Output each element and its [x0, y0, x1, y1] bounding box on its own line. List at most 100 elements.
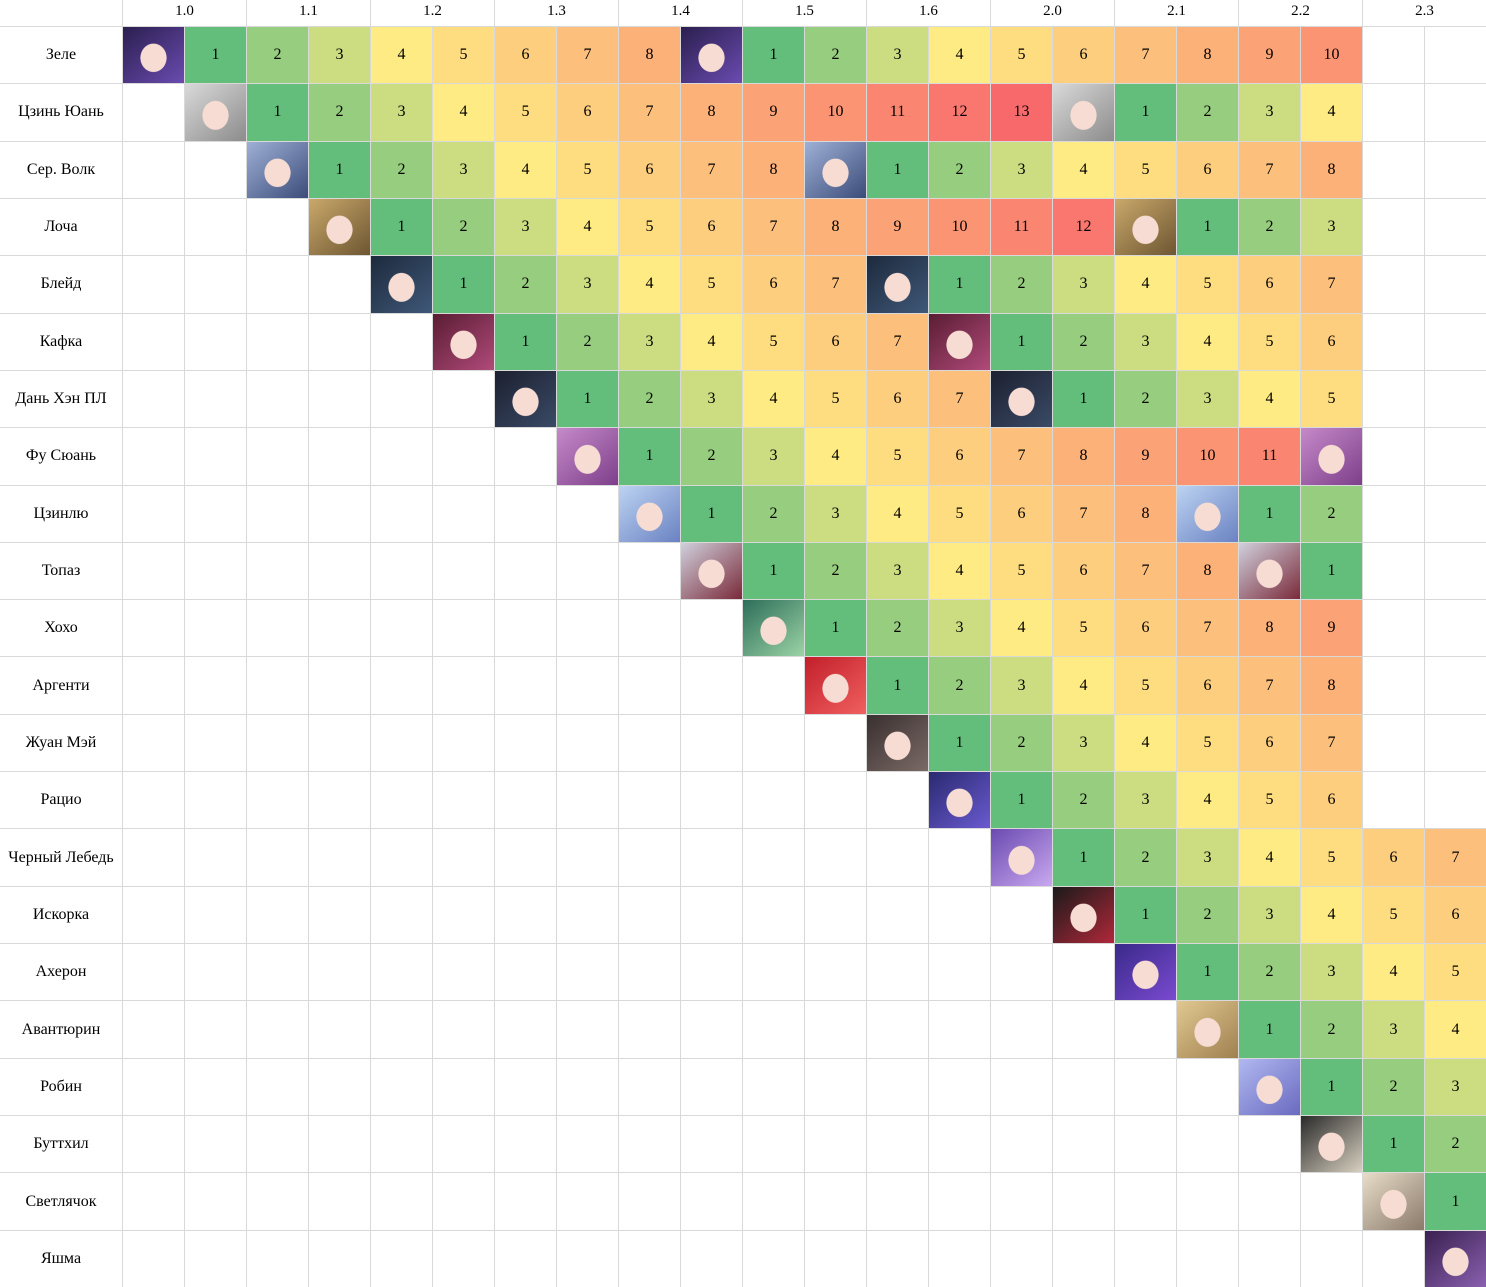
empty-cell [1115, 1001, 1176, 1058]
value-cell: 8 [1301, 657, 1362, 714]
value-cell: 7 [619, 84, 680, 141]
empty-cell [1363, 198, 1424, 256]
empty-cell [309, 370, 370, 428]
empty-cell [991, 1173, 1052, 1230]
empty-cell [123, 944, 184, 1001]
empty-cell [1425, 772, 1486, 829]
empty-cell [185, 772, 246, 829]
value-cell: 4 [1053, 141, 1114, 198]
value-cell: 6 [867, 370, 928, 428]
empty-cell [681, 1230, 742, 1287]
value-cell: 3 [1053, 714, 1114, 772]
row-name: Буттхил [0, 1116, 122, 1173]
empty-cell [929, 886, 990, 944]
value-cell: 1 [867, 657, 928, 714]
empty-cell [185, 141, 246, 198]
empty-cell [1425, 141, 1486, 198]
value-cell: 5 [1239, 313, 1300, 370]
value-cell: 2 [1301, 1001, 1362, 1058]
empty-cell [247, 714, 308, 772]
value-cell: 2 [1301, 485, 1362, 542]
value-cell: 11 [1239, 428, 1300, 485]
empty-cell [123, 84, 184, 141]
empty-cell [309, 829, 370, 886]
value-cell: 3 [1115, 313, 1176, 370]
empty-cell [805, 714, 866, 772]
empty-cell [743, 1058, 804, 1116]
value-cell: 5 [1363, 886, 1424, 944]
value-cell: 2 [867, 600, 928, 657]
value-cell: 5 [1425, 944, 1486, 1001]
empty-cell [619, 829, 680, 886]
value-cell: 2 [433, 198, 494, 256]
value-cell: 8 [1053, 428, 1114, 485]
empty-cell [619, 1001, 680, 1058]
empty-cell [619, 1230, 680, 1287]
empty-cell [495, 1116, 556, 1173]
value-cell: 1 [681, 485, 742, 542]
empty-cell [185, 370, 246, 428]
value-cell: 4 [1239, 829, 1300, 886]
value-cell: 5 [743, 313, 804, 370]
value-cell: 2 [619, 370, 680, 428]
value-cell: 2 [929, 141, 990, 198]
empty-cell [557, 714, 618, 772]
empty-cell [185, 256, 246, 313]
version-header: 1.6 [867, 0, 990, 26]
empty-cell [1425, 542, 1486, 600]
version-header: 1.3 [495, 0, 618, 26]
value-cell: 2 [1363, 1058, 1424, 1116]
value-cell: 7 [1301, 714, 1362, 772]
empty-cell [1239, 1230, 1300, 1287]
value-cell: 7 [1053, 485, 1114, 542]
value-cell: 8 [743, 141, 804, 198]
empty-cell [681, 944, 742, 1001]
empty-cell [433, 657, 494, 714]
value-cell: 3 [1053, 256, 1114, 313]
empty-cell [929, 1173, 990, 1230]
value-cell: 1 [1363, 1116, 1424, 1173]
value-cell: 3 [743, 428, 804, 485]
value-cell: 3 [867, 542, 928, 600]
empty-cell [123, 428, 184, 485]
value-cell: 4 [929, 542, 990, 600]
value-cell: 2 [1239, 198, 1300, 256]
value-cell: 6 [1053, 27, 1114, 84]
empty-cell [371, 600, 432, 657]
portrait [371, 256, 432, 313]
empty-cell [371, 370, 432, 428]
row-name: Черный Лебедь [0, 829, 122, 886]
empty-cell [991, 944, 1052, 1001]
value-cell: 2 [247, 27, 308, 84]
value-cell: 3 [495, 198, 556, 256]
value-cell: 6 [1239, 714, 1300, 772]
empty-cell [557, 1173, 618, 1230]
portrait [1115, 198, 1176, 256]
empty-cell [123, 1058, 184, 1116]
row-name: Жуан Мэй [0, 714, 122, 772]
portrait [1301, 428, 1362, 485]
empty-cell [309, 1230, 370, 1287]
value-cell: 2 [1177, 886, 1238, 944]
empty-cell [433, 944, 494, 1001]
portrait [743, 600, 804, 657]
empty-cell [1239, 1116, 1300, 1173]
empty-cell [1425, 600, 1486, 657]
empty-cell [805, 1001, 866, 1058]
value-cell: 4 [743, 370, 804, 428]
empty-cell [991, 1116, 1052, 1173]
empty-cell [247, 600, 308, 657]
value-cell: 4 [619, 256, 680, 313]
empty-cell [309, 1001, 370, 1058]
empty-cell [309, 1173, 370, 1230]
value-cell: 5 [991, 27, 1052, 84]
empty-cell [681, 1173, 742, 1230]
value-cell: 6 [495, 27, 556, 84]
value-cell: 1 [743, 27, 804, 84]
empty-cell [805, 1230, 866, 1287]
value-cell: 7 [1239, 657, 1300, 714]
empty-cell [433, 370, 494, 428]
value-cell: 1 [743, 542, 804, 600]
portrait [867, 714, 928, 772]
portrait [867, 256, 928, 313]
